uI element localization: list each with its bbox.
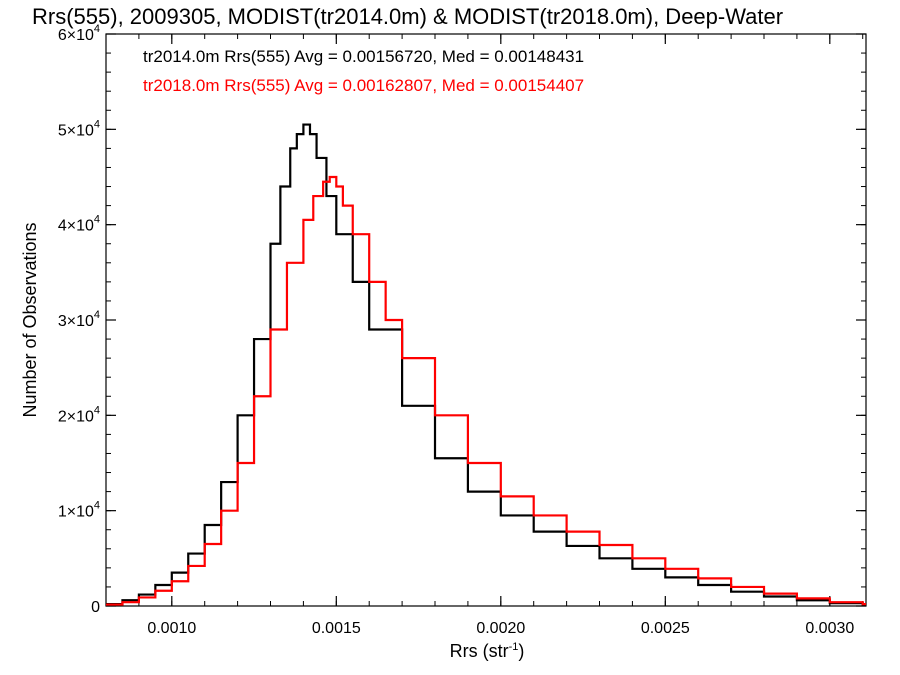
series-layer [106,123,866,606]
series-line-2 [106,175,866,606]
y-tick-label: 0 [91,599,100,616]
y-tick-label: 5×104 [58,118,100,139]
x-tick-label: 0.0025 [641,620,690,637]
x-axis-label: Rrs (str-1) [450,641,525,661]
legend-entry-1: tr2014.0m Rrs(555) Avg = 0.00156720, Med… [143,47,584,66]
legend-entry-2: tr2018.0m Rrs(555) Avg = 0.00162807, Med… [143,76,584,95]
x-axis-label-sup: -1 [509,641,519,653]
x-axis-label-main: Rrs (str [450,641,509,661]
x-tick-label: 0.0020 [476,620,525,637]
chart-title: Rrs(555), 2009305, MODIST(tr2014.0m) & M… [32,4,783,29]
x-tick-label: 0.0015 [312,620,361,637]
plot-frame [105,33,867,607]
y-axis-label: Number of Observations [20,222,40,417]
y-tick-label: 6×104 [58,23,100,44]
y-tick-label: 2×104 [58,404,100,425]
y-tick-label: 1×104 [58,500,100,521]
x-axis-label-end: ) [518,641,524,661]
plot-area: 0.0010 0.0015 0.0020 0.0025 0.0030 0 1×104 2×10… [58,23,867,637]
y-tick-label: 3×104 [58,309,100,330]
x-tick-label: 0.0010 [147,620,196,637]
x-tick-label: 0.0030 [805,620,854,637]
legend: tr2014.0m Rrs(555) Avg = 0.00156720, Med… [143,47,584,95]
series-line-1 [106,123,866,606]
y-tick-label: 4×104 [58,214,100,235]
